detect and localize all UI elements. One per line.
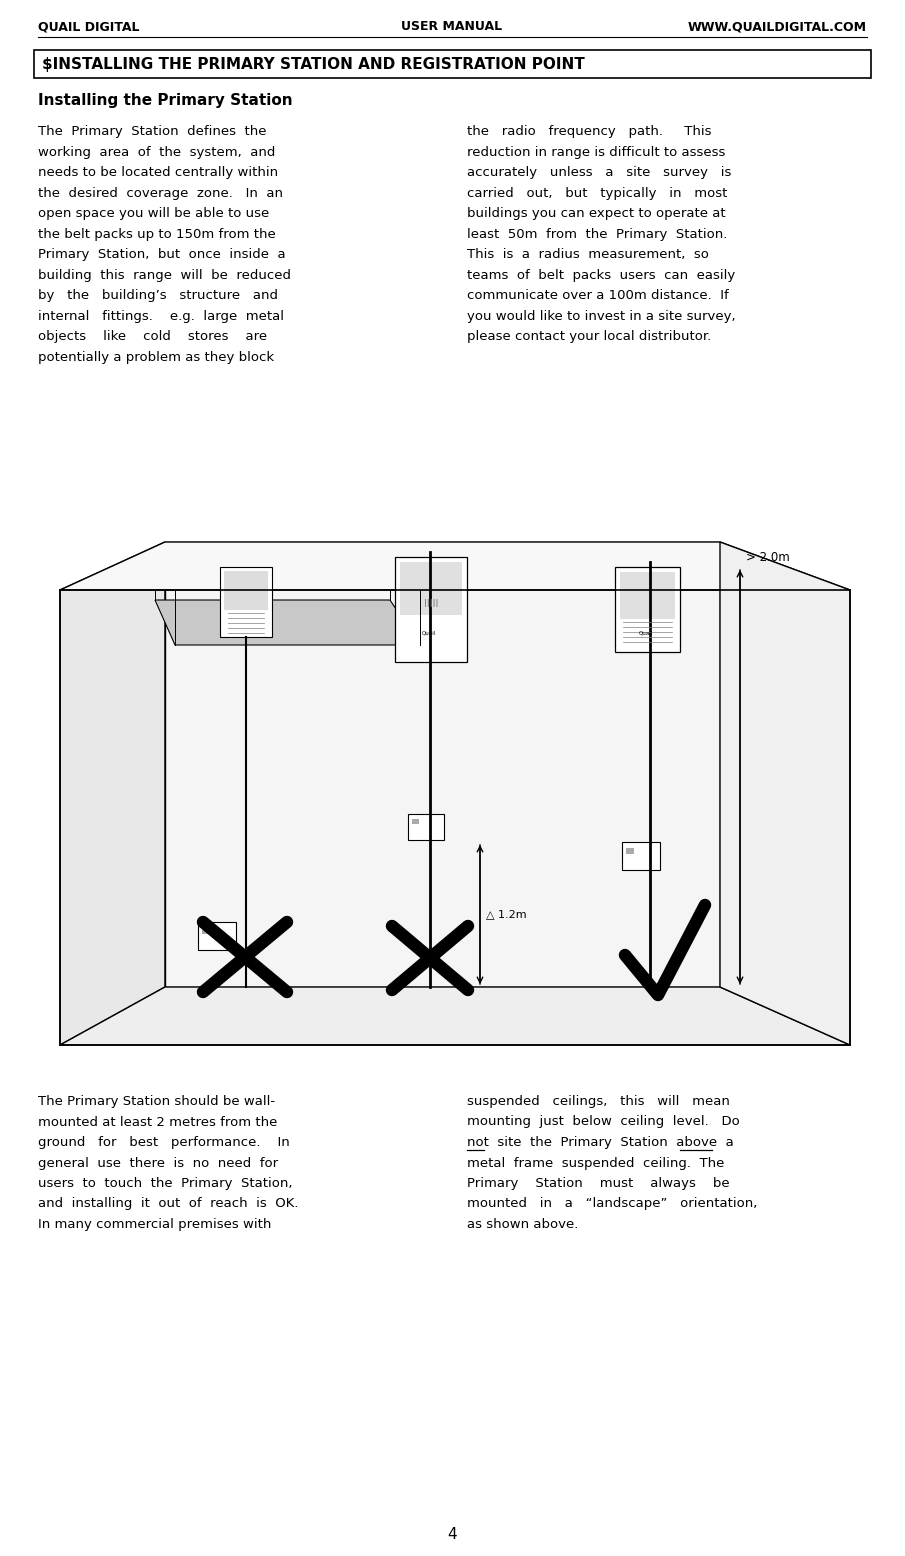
Text: The  Primary  Station  defines  the: The Primary Station defines the <box>38 124 266 138</box>
Text: not  site  the  Primary  Station  above  a: not site the Primary Station above a <box>467 1136 734 1148</box>
Text: open space you will be able to use: open space you will be able to use <box>38 207 270 219</box>
Text: The Primary Station should be wall-: The Primary Station should be wall- <box>38 1095 275 1108</box>
Bar <box>34 50 871 78</box>
Bar <box>395 557 467 661</box>
Text: general  use  there  is  no  need  for: general use there is no need for <box>38 1156 278 1170</box>
Text: by   the   building’s   structure   and: by the building’s structure and <box>38 289 278 302</box>
Bar <box>224 571 268 610</box>
Bar <box>202 927 210 934</box>
Text: USER MANUAL: USER MANUAL <box>402 20 502 33</box>
Text: you would like to invest in a site survey,: you would like to invest in a site surve… <box>467 310 736 322</box>
Text: WWW.QUAILDIGITAL.COM: WWW.QUAILDIGITAL.COM <box>688 20 867 33</box>
Text: > 2.0m: > 2.0m <box>746 551 790 563</box>
Text: mounted   in   a   “landscape”   orientation,: mounted in a “landscape” orientation, <box>467 1198 757 1211</box>
Text: users  to  touch  the  Primary  Station,: users to touch the Primary Station, <box>38 1176 292 1190</box>
Polygon shape <box>155 601 420 646</box>
Text: $INSTALLING THE PRIMARY STATION AND REGISTRATION POINT: $INSTALLING THE PRIMARY STATION AND REGI… <box>42 56 585 72</box>
Text: carried   out,   but   typically   in   most: carried out, but typically in most <box>467 187 728 199</box>
Bar <box>615 566 680 652</box>
Text: potentially a problem as they block: potentially a problem as they block <box>38 350 274 364</box>
Text: please contact your local distributor.: please contact your local distributor. <box>467 330 711 342</box>
Text: Installing the Primary Station: Installing the Primary Station <box>38 93 292 107</box>
Text: This  is  a  radius  measurement,  so: This is a radius measurement, so <box>467 247 709 261</box>
Text: the belt packs up to 150m from the: the belt packs up to 150m from the <box>38 227 276 241</box>
Polygon shape <box>165 541 720 987</box>
Text: and  installing  it  out  of  reach  is  OK.: and installing it out of reach is OK. <box>38 1198 299 1211</box>
Text: ground   for   best   performance.    In: ground for best performance. In <box>38 1136 290 1148</box>
Text: needs to be located centrally within: needs to be located centrally within <box>38 166 278 179</box>
Polygon shape <box>60 987 850 1046</box>
Text: the  desired  coverage  zone.   In  an: the desired coverage zone. In an <box>38 187 283 199</box>
Text: QUAIL DIGITAL: QUAIL DIGITAL <box>38 20 139 33</box>
Text: teams  of  belt  packs  users  can  easily: teams of belt packs users can easily <box>467 269 735 282</box>
Text: metal  frame  suspended  ceiling.  The: metal frame suspended ceiling. The <box>467 1156 724 1170</box>
Bar <box>412 818 419 825</box>
Text: In many commercial premises with: In many commercial premises with <box>38 1218 272 1231</box>
Polygon shape <box>60 541 165 1046</box>
Bar <box>400 562 462 615</box>
Text: Quail: Quail <box>422 630 436 635</box>
Text: communicate over a 100m distance.  If: communicate over a 100m distance. If <box>467 289 729 302</box>
Text: internal   fittings.    e.g.  large  metal: internal fittings. e.g. large metal <box>38 310 284 322</box>
Bar <box>198 923 236 951</box>
Polygon shape <box>60 541 850 590</box>
Text: reduction in range is difficult to assess: reduction in range is difficult to asses… <box>467 146 726 159</box>
Bar <box>220 566 272 636</box>
Text: as shown above.: as shown above. <box>467 1218 578 1231</box>
Text: building  this  range  will  be  reduced: building this range will be reduced <box>38 269 291 282</box>
Text: 4: 4 <box>447 1526 457 1542</box>
Text: mounted at least 2 metres from the: mounted at least 2 metres from the <box>38 1116 277 1128</box>
Text: Primary  Station,  but  once  inside  a: Primary Station, but once inside a <box>38 247 286 261</box>
Bar <box>626 848 634 854</box>
Text: buildings you can expect to operate at: buildings you can expect to operate at <box>467 207 726 219</box>
Text: objects    like    cold    stores    are: objects like cold stores are <box>38 330 267 342</box>
Text: △ 1.2m: △ 1.2m <box>486 910 527 920</box>
Text: Quail: Quail <box>638 630 653 636</box>
Text: mounting  just  below  ceiling  level.   Do: mounting just below ceiling level. Do <box>467 1116 739 1128</box>
Text: the   radio   frequency   path.     This: the radio frequency path. This <box>467 124 711 138</box>
Text: suspended   ceilings,   this   will   mean: suspended ceilings, this will mean <box>467 1095 729 1108</box>
Text: least  50m  from  the  Primary  Station.: least 50m from the Primary Station. <box>467 227 728 241</box>
Text: working  area  of  the  system,  and: working area of the system, and <box>38 146 275 159</box>
Text: accurately   unless   a   site   survey   is: accurately unless a site survey is <box>467 166 731 179</box>
Bar <box>622 842 660 870</box>
Polygon shape <box>720 541 850 1046</box>
Bar <box>408 814 444 840</box>
Text: Primary    Station    must    always    be: Primary Station must always be <box>467 1176 729 1190</box>
Text: IIIII: IIIII <box>424 599 438 610</box>
Bar <box>620 573 675 619</box>
